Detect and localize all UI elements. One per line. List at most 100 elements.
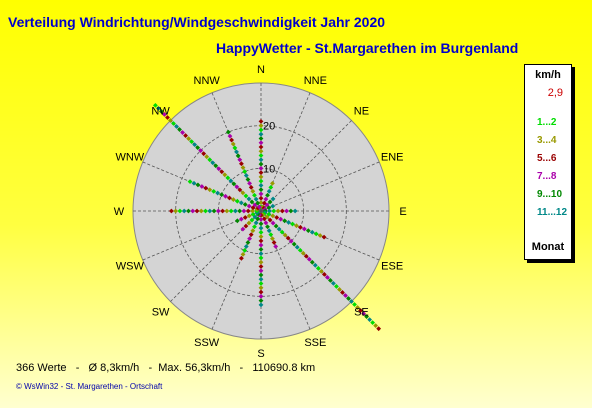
data-point <box>192 142 198 148</box>
data-point <box>258 225 264 231</box>
data-point <box>352 302 357 307</box>
data-point <box>237 157 243 163</box>
direction-label: E <box>399 206 406 218</box>
data-point <box>282 218 288 224</box>
data-point <box>373 323 379 329</box>
direction-label: N <box>257 64 265 76</box>
data-point <box>243 193 249 199</box>
data-point <box>343 293 348 298</box>
direction-label: S <box>257 348 264 360</box>
data-point <box>250 208 255 214</box>
page-title: Verteilung Windrichtung/Windgeschwindigk… <box>8 14 386 30</box>
data-point <box>238 216 244 222</box>
data-point <box>305 228 311 233</box>
data-point <box>220 208 225 214</box>
data-point <box>258 144 264 150</box>
data-point <box>264 202 270 208</box>
data-point <box>331 281 336 286</box>
data-point <box>230 141 236 147</box>
data-point <box>177 127 182 132</box>
data-point <box>317 233 323 238</box>
data-point <box>207 157 213 163</box>
data-point <box>334 284 339 289</box>
data-point <box>258 131 264 137</box>
data-point <box>242 215 248 220</box>
data-point <box>234 184 240 190</box>
data-point <box>198 148 204 154</box>
direction-label: ESE <box>381 260 403 272</box>
data-point <box>252 214 258 220</box>
direction-label: NW <box>151 106 170 118</box>
data-point <box>258 229 264 235</box>
data-point <box>284 208 289 214</box>
data-point <box>258 200 264 205</box>
data-point <box>215 208 221 214</box>
legend-item: 5...6 <box>537 153 557 164</box>
data-point <box>248 184 254 190</box>
data-point <box>240 190 246 196</box>
direction-label: NNE <box>304 75 327 87</box>
data-point <box>234 218 240 224</box>
data-point <box>258 255 264 261</box>
legend-item: 1...2 <box>537 117 557 128</box>
data-point <box>258 195 264 201</box>
data-point <box>186 136 191 141</box>
data-point <box>242 248 248 253</box>
data-point <box>270 213 276 219</box>
data-point <box>228 208 234 214</box>
data-point <box>300 250 306 256</box>
data-point <box>361 311 366 316</box>
data-point <box>225 175 231 181</box>
data-point <box>321 271 327 277</box>
data-point <box>367 317 373 323</box>
data-point <box>258 264 264 269</box>
data-point <box>250 211 256 217</box>
data-point <box>165 115 170 120</box>
data-point <box>258 272 264 278</box>
labels-layer: N NNE NE ENE E ESE SE SSE S SSW SW WSW W WNW NW NNW 10 20 <box>114 64 407 360</box>
grid-spoke <box>260 161 380 212</box>
data-point <box>270 181 275 186</box>
data-point <box>258 148 264 154</box>
data-point <box>298 224 303 230</box>
data-point <box>213 163 219 169</box>
data-point <box>253 220 259 226</box>
data-point <box>355 305 360 310</box>
data-point <box>253 196 259 202</box>
data-point <box>201 151 207 157</box>
data-point <box>276 226 282 232</box>
data-point <box>180 130 185 135</box>
data-point <box>258 302 264 308</box>
data-point <box>315 265 321 271</box>
data-point <box>275 208 281 214</box>
data-point <box>159 109 164 114</box>
data-point <box>321 234 327 240</box>
data-point <box>274 215 280 220</box>
data-point <box>268 232 274 238</box>
data-point <box>258 140 264 146</box>
data-point <box>258 268 264 274</box>
data-point <box>261 216 267 222</box>
data-point <box>243 173 249 178</box>
data-point <box>247 236 252 241</box>
data-point <box>258 165 264 171</box>
data-point <box>258 174 264 180</box>
data-point <box>376 326 382 332</box>
data-point <box>246 203 252 209</box>
data-point <box>370 320 376 326</box>
data-point <box>263 196 269 202</box>
data-point <box>286 220 291 225</box>
direction-label: NE <box>354 106 369 118</box>
grid-spoke <box>260 120 352 212</box>
data-point <box>173 208 179 214</box>
direction-label: SE <box>354 306 369 318</box>
data-point <box>258 285 264 291</box>
data-point <box>266 228 272 234</box>
data-point <box>168 118 173 123</box>
data-point <box>258 238 264 244</box>
data-point <box>194 208 200 214</box>
credit-footer: © WsWin32 - St. Margarethen - Ortschaft <box>16 382 163 391</box>
data-point <box>265 192 270 198</box>
data-point <box>258 281 264 286</box>
